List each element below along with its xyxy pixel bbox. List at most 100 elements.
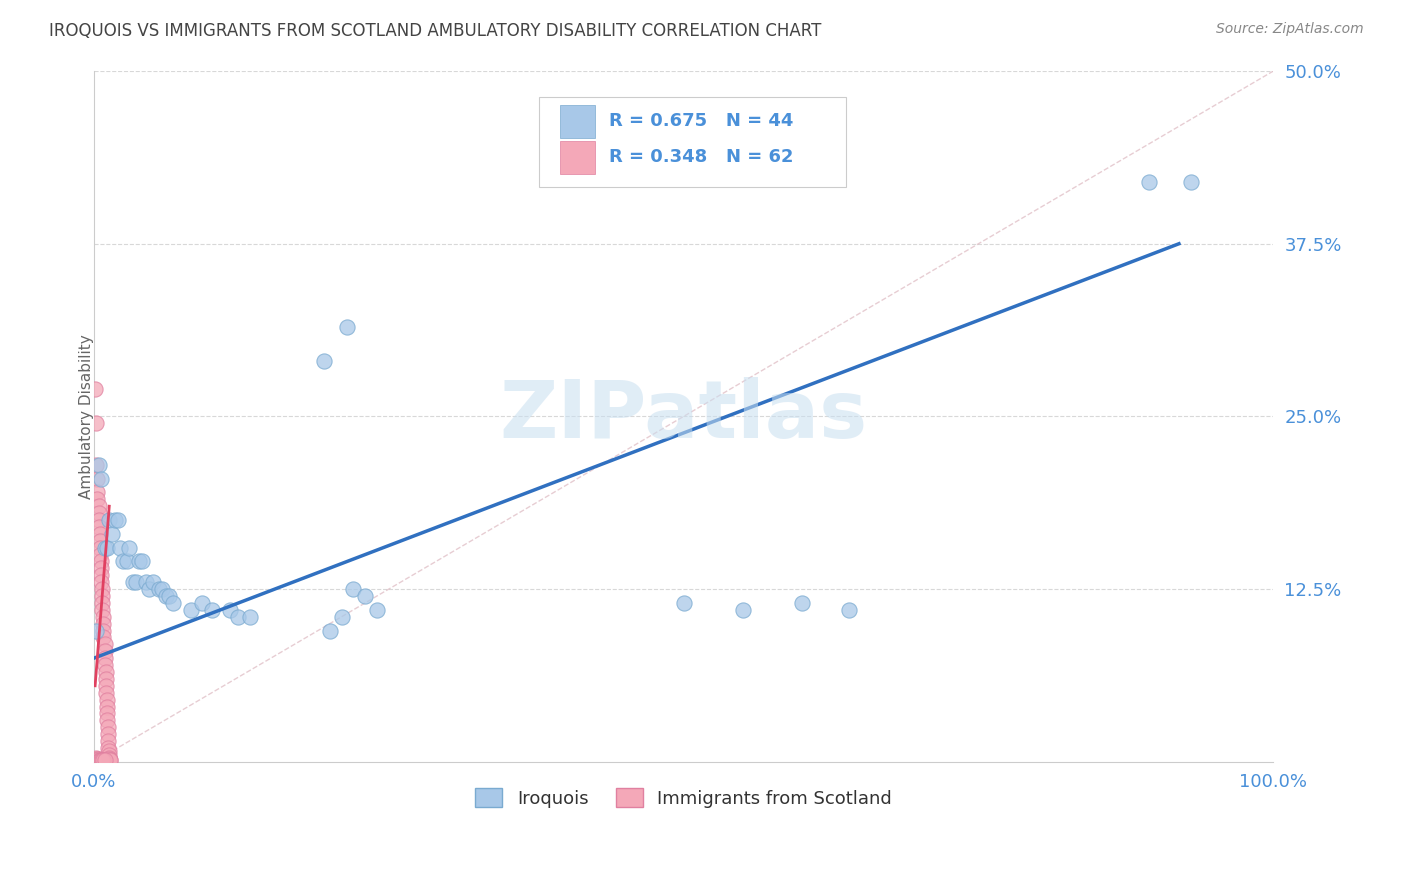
Point xyxy=(342,582,364,596)
Point xyxy=(354,589,377,603)
Point xyxy=(107,513,129,527)
Point xyxy=(91,589,114,603)
Point xyxy=(93,651,115,665)
Point xyxy=(790,596,813,610)
Point xyxy=(84,458,107,472)
Point xyxy=(87,520,110,534)
FancyBboxPatch shape xyxy=(560,105,595,138)
Point xyxy=(121,575,143,590)
Point xyxy=(93,616,115,631)
Point xyxy=(86,492,108,507)
Point xyxy=(91,596,114,610)
Point xyxy=(96,692,118,706)
Point xyxy=(112,554,135,568)
Point xyxy=(239,609,262,624)
Point xyxy=(87,753,110,767)
Text: ZIPatlas: ZIPatlas xyxy=(499,377,868,456)
Point xyxy=(1139,175,1161,189)
Point xyxy=(87,506,110,520)
Point xyxy=(89,533,111,548)
Point xyxy=(330,609,353,624)
Point xyxy=(89,548,111,562)
Point xyxy=(98,752,121,766)
Point xyxy=(96,699,118,714)
Point xyxy=(93,541,115,555)
FancyBboxPatch shape xyxy=(538,96,846,187)
Point xyxy=(84,753,107,767)
Point xyxy=(90,472,112,486)
Text: Source: ZipAtlas.com: Source: ZipAtlas.com xyxy=(1216,22,1364,37)
Legend: Iroquois, Immigrants from Scotland: Iroquois, Immigrants from Scotland xyxy=(468,781,898,815)
Point xyxy=(319,624,342,638)
Point xyxy=(93,658,115,673)
Point xyxy=(100,526,122,541)
Point xyxy=(84,753,107,767)
Point xyxy=(84,382,107,396)
Point xyxy=(201,603,224,617)
Point xyxy=(86,753,108,767)
Point xyxy=(131,554,153,568)
Point xyxy=(87,513,110,527)
Point xyxy=(89,753,111,767)
Point xyxy=(135,575,157,590)
Point xyxy=(90,753,112,767)
Point xyxy=(1180,175,1202,189)
Point xyxy=(148,582,170,596)
Point xyxy=(150,582,173,596)
Point xyxy=(125,575,148,590)
Point xyxy=(100,753,122,767)
Point xyxy=(87,499,110,513)
Point xyxy=(93,637,115,651)
Point xyxy=(84,752,107,766)
Point xyxy=(93,753,115,767)
Point xyxy=(91,582,114,596)
Point xyxy=(97,734,120,748)
Point xyxy=(115,554,138,568)
Point xyxy=(226,609,249,624)
Point xyxy=(86,485,108,500)
Y-axis label: Ambulatory Disability: Ambulatory Disability xyxy=(80,334,94,499)
Point xyxy=(98,747,121,762)
Point xyxy=(91,753,114,767)
Point xyxy=(94,672,117,686)
Point xyxy=(731,603,754,617)
Point xyxy=(96,541,118,555)
Point xyxy=(118,541,141,555)
Point xyxy=(180,603,202,617)
Point xyxy=(98,750,121,764)
Point xyxy=(93,631,115,645)
Point xyxy=(157,589,180,603)
Point xyxy=(84,750,107,764)
Point xyxy=(94,679,117,693)
Point xyxy=(93,753,115,767)
Point xyxy=(93,609,115,624)
Point xyxy=(218,603,240,617)
Point xyxy=(97,720,120,734)
FancyBboxPatch shape xyxy=(560,141,595,174)
Point xyxy=(84,417,107,431)
Point xyxy=(90,554,112,568)
Point xyxy=(86,752,108,766)
Point xyxy=(90,568,112,582)
Point xyxy=(162,596,184,610)
Point xyxy=(90,561,112,575)
Point xyxy=(138,582,160,596)
Point xyxy=(100,753,122,767)
Point xyxy=(191,596,214,610)
Point xyxy=(89,541,111,555)
Point xyxy=(366,603,388,617)
Point xyxy=(91,603,114,617)
Point xyxy=(87,752,110,766)
Point xyxy=(155,589,177,603)
Text: IROQUOIS VS IMMIGRANTS FROM SCOTLAND AMBULATORY DISABILITY CORRELATION CHART: IROQUOIS VS IMMIGRANTS FROM SCOTLAND AMB… xyxy=(49,22,821,40)
Point xyxy=(312,354,335,368)
Point xyxy=(87,458,110,472)
Point xyxy=(84,624,107,638)
Point xyxy=(97,727,120,741)
Point xyxy=(128,554,150,568)
Point xyxy=(90,575,112,590)
Point xyxy=(98,744,121,758)
Point xyxy=(94,686,117,700)
Point xyxy=(672,596,695,610)
Point xyxy=(93,644,115,658)
